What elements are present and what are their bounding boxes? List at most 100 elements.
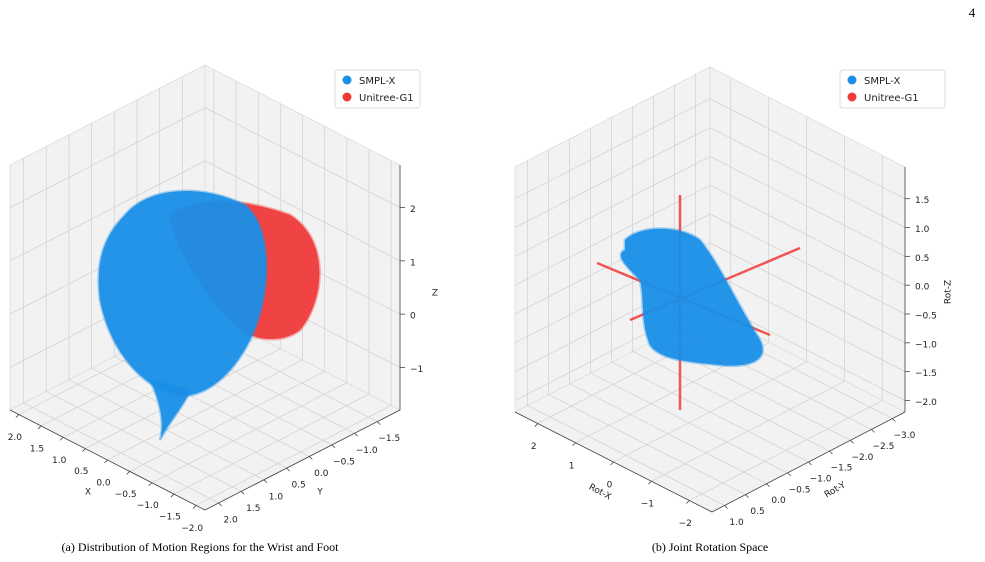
- grid-line: [514, 98, 906, 200]
- caption: (b) Joint Rotation Space: [652, 540, 768, 554]
- tick-mark: [331, 444, 336, 449]
- x-tick-label: 0.0: [96, 479, 111, 489]
- z-tick-label: 0.0: [915, 283, 930, 293]
- x-tick-label: 0.5: [74, 467, 88, 477]
- axis-line: [9, 409, 206, 511]
- grid-line: [195, 160, 392, 506]
- tick-mark: [192, 505, 197, 509]
- z-tick-label: −1.5: [915, 369, 937, 379]
- x-tick-label: 2: [531, 442, 537, 452]
- x-tick-label: −0.5: [115, 490, 137, 500]
- grid-line: [514, 127, 906, 228]
- tick-mark: [37, 425, 42, 430]
- grid-line: [613, 117, 807, 463]
- tick-mark: [871, 429, 875, 433]
- tick-mark: [829, 450, 833, 455]
- x-tick-label: 0: [607, 481, 613, 491]
- tick-mark: [850, 439, 854, 444]
- grid-line: [514, 184, 906, 286]
- tick-mark: [892, 418, 896, 422]
- grid-line: [129, 126, 326, 472]
- x-tick-label: −1.5: [159, 513, 181, 523]
- grid-line: [514, 213, 906, 315]
- point-cloud: [147, 377, 192, 441]
- grid-line: [151, 137, 348, 484]
- grid-line: [9, 160, 401, 262]
- y-tick-label: −1.5: [378, 434, 400, 444]
- axis-label: Y: [316, 488, 323, 498]
- y-tick-label: 1.0: [269, 492, 284, 502]
- tick-mark: [240, 491, 245, 495]
- grid-line: [548, 149, 746, 495]
- z-tick-label: −2.0: [915, 398, 937, 408]
- tick-mark: [534, 423, 539, 427]
- grid-line: [107, 115, 303, 461]
- y-tick-label: 0.0: [314, 469, 329, 479]
- y-tick-label: −2.0: [852, 453, 874, 463]
- grid-line: [527, 160, 725, 506]
- z-tick-label: 1.5: [915, 196, 929, 206]
- z-tick-label: 2: [410, 205, 416, 215]
- grid-line: [85, 103, 281, 449]
- tick-mark: [263, 479, 268, 484]
- grid-line: [689, 155, 883, 501]
- legend-label: Unitree-G1: [864, 93, 919, 104]
- y-tick-label: −2.5: [873, 442, 895, 452]
- tick-mark: [787, 472, 791, 477]
- point-cloud: [619, 227, 764, 368]
- tick-mark: [685, 500, 690, 504]
- tick-mark: [745, 494, 749, 498]
- grid-line: [68, 134, 265, 481]
- z-tick-label: 1.0: [915, 225, 930, 235]
- legend-marker: [342, 75, 352, 85]
- legend-box: [334, 69, 421, 109]
- x-tick-label: 2.0: [8, 433, 23, 443]
- y-tick-label: −0.5: [789, 485, 811, 495]
- grid-line: [113, 111, 310, 457]
- z-tick-label: −1: [410, 365, 423, 375]
- grid-line: [514, 242, 906, 344]
- legend-box: [839, 69, 946, 109]
- axis-label: X: [85, 488, 91, 498]
- tick-mark: [148, 482, 153, 487]
- grid-line: [569, 138, 767, 485]
- grid-line: [173, 149, 370, 495]
- tick-mark: [766, 483, 770, 488]
- legend-marker: [847, 92, 857, 102]
- x-tick-label: −2.0: [181, 524, 203, 534]
- grid-line: [632, 106, 830, 452]
- tick-mark: [648, 480, 652, 485]
- tick-mark: [377, 421, 381, 425]
- tick-mark: [610, 461, 614, 466]
- grid-line: [590, 127, 788, 474]
- tick-mark: [104, 459, 108, 464]
- axis-label: Rot-Z: [944, 280, 954, 304]
- tick-mark: [218, 502, 222, 507]
- x-tick-label: 1.5: [30, 444, 44, 454]
- legend-label: SMPL-X: [359, 76, 396, 87]
- z-tick-label: 1: [410, 258, 416, 268]
- x-tick-label: −1: [641, 500, 654, 510]
- x-tick-label: 1: [569, 461, 575, 471]
- y-tick-label: 1.5: [246, 504, 260, 514]
- x-tick-label: 1.0: [52, 456, 67, 466]
- grid-line: [514, 155, 906, 257]
- y-tick-label: −1.0: [356, 446, 378, 456]
- y-tick-label: −1.0: [810, 475, 832, 485]
- tick-mark: [82, 448, 86, 452]
- z-tick-label: −1.0: [915, 340, 937, 350]
- x-tick-label: −1.0: [137, 501, 159, 511]
- axis-label: Z: [432, 289, 438, 299]
- grid-line: [91, 123, 287, 469]
- z-tick-label: 0: [410, 312, 416, 322]
- grid-line: [651, 136, 845, 482]
- caption: (a) Distribution of Motion Regions for t…: [62, 540, 340, 554]
- tick-mark: [170, 493, 175, 498]
- tick-mark: [572, 442, 576, 447]
- y-tick-label: −3.0: [893, 431, 915, 441]
- tick-mark: [59, 436, 64, 441]
- legend-label: Unitree-G1: [359, 93, 414, 104]
- y-tick-label: −0.5: [333, 457, 355, 467]
- tick-mark: [354, 432, 358, 437]
- grid-line: [9, 107, 401, 208]
